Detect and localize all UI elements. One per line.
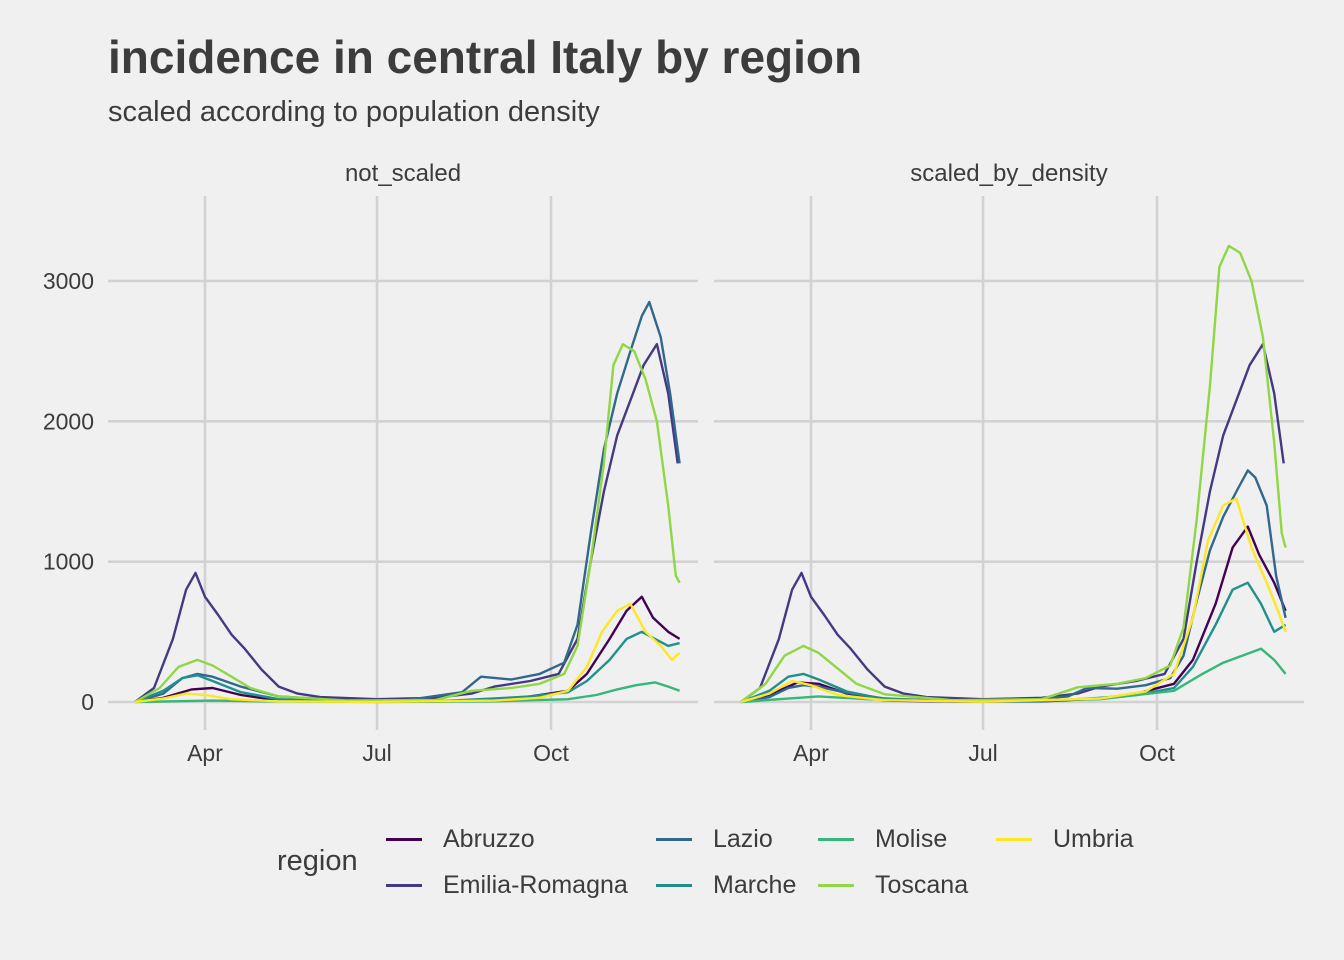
series-line-molise xyxy=(134,681,681,704)
series-line-emilia-romagna xyxy=(134,342,679,703)
legend-label: Abruzzo xyxy=(443,824,535,853)
x-tick-label: Oct xyxy=(1139,740,1175,766)
y-tick-label: 3000 xyxy=(43,268,94,294)
legend-key xyxy=(656,837,692,841)
legend-item: Toscana xyxy=(818,866,968,904)
legend-key xyxy=(656,883,692,887)
legend-key xyxy=(818,883,854,887)
x-tick-label: Apr xyxy=(187,740,223,766)
y-tick-label: 2000 xyxy=(43,408,94,434)
series-line-marche xyxy=(134,630,680,704)
series-line-umbria xyxy=(134,602,681,704)
x-tick-label: Jul xyxy=(968,740,997,766)
y-tick-label: 1000 xyxy=(43,549,94,575)
legend-label: Umbria xyxy=(1053,824,1134,853)
legend: Abruzzo Emilia-Romagna Lazio Marche Molise To… xyxy=(386,820,1186,910)
series-line-toscana xyxy=(740,244,1287,703)
series-line-toscana xyxy=(134,342,681,704)
x-tick-label: Jul xyxy=(362,740,391,766)
legend-key xyxy=(818,837,854,841)
panel-strip-label: not_scaled xyxy=(345,160,461,187)
legend-item: Marche xyxy=(656,866,796,904)
legend-label: Molise xyxy=(875,824,948,853)
legend-label: Toscana xyxy=(875,870,969,899)
legend-key xyxy=(996,837,1032,841)
legend-item: Lazio xyxy=(656,820,773,858)
legend-item: Umbria xyxy=(996,820,1134,858)
legend-title: region xyxy=(277,845,358,877)
panel-scaled-by-density: Apr Jul Oct scaled_by_density xyxy=(714,160,1304,766)
legend-label: Marche xyxy=(713,870,797,899)
x-tick-label: Oct xyxy=(533,740,569,766)
series-line-umbria xyxy=(740,497,1287,704)
legend-key xyxy=(386,837,422,841)
legend-key xyxy=(386,883,422,887)
series-line-molise xyxy=(740,647,1287,704)
legend-label: Emilia-Romagna xyxy=(443,870,628,899)
series-line-lazio xyxy=(740,469,1287,704)
legend-item: Abruzzo xyxy=(386,820,535,858)
series-line-lazio xyxy=(134,300,681,704)
panel-strip-label: scaled_by_density xyxy=(910,160,1107,187)
legend-label: Lazio xyxy=(713,824,773,853)
legend-item: Emilia-Romagna xyxy=(386,866,628,904)
chart-subtitle: scaled according to population density xyxy=(108,96,600,128)
chart-title: incidence in central Italy by region xyxy=(108,31,863,83)
panel-not-scaled: 0 1000 2000 3000 Apr Jul Oct not_scaled xyxy=(43,160,698,766)
x-tick-label: Apr xyxy=(793,740,829,766)
y-tick-label: 0 xyxy=(81,689,94,715)
legend-item: Molise xyxy=(818,820,947,858)
